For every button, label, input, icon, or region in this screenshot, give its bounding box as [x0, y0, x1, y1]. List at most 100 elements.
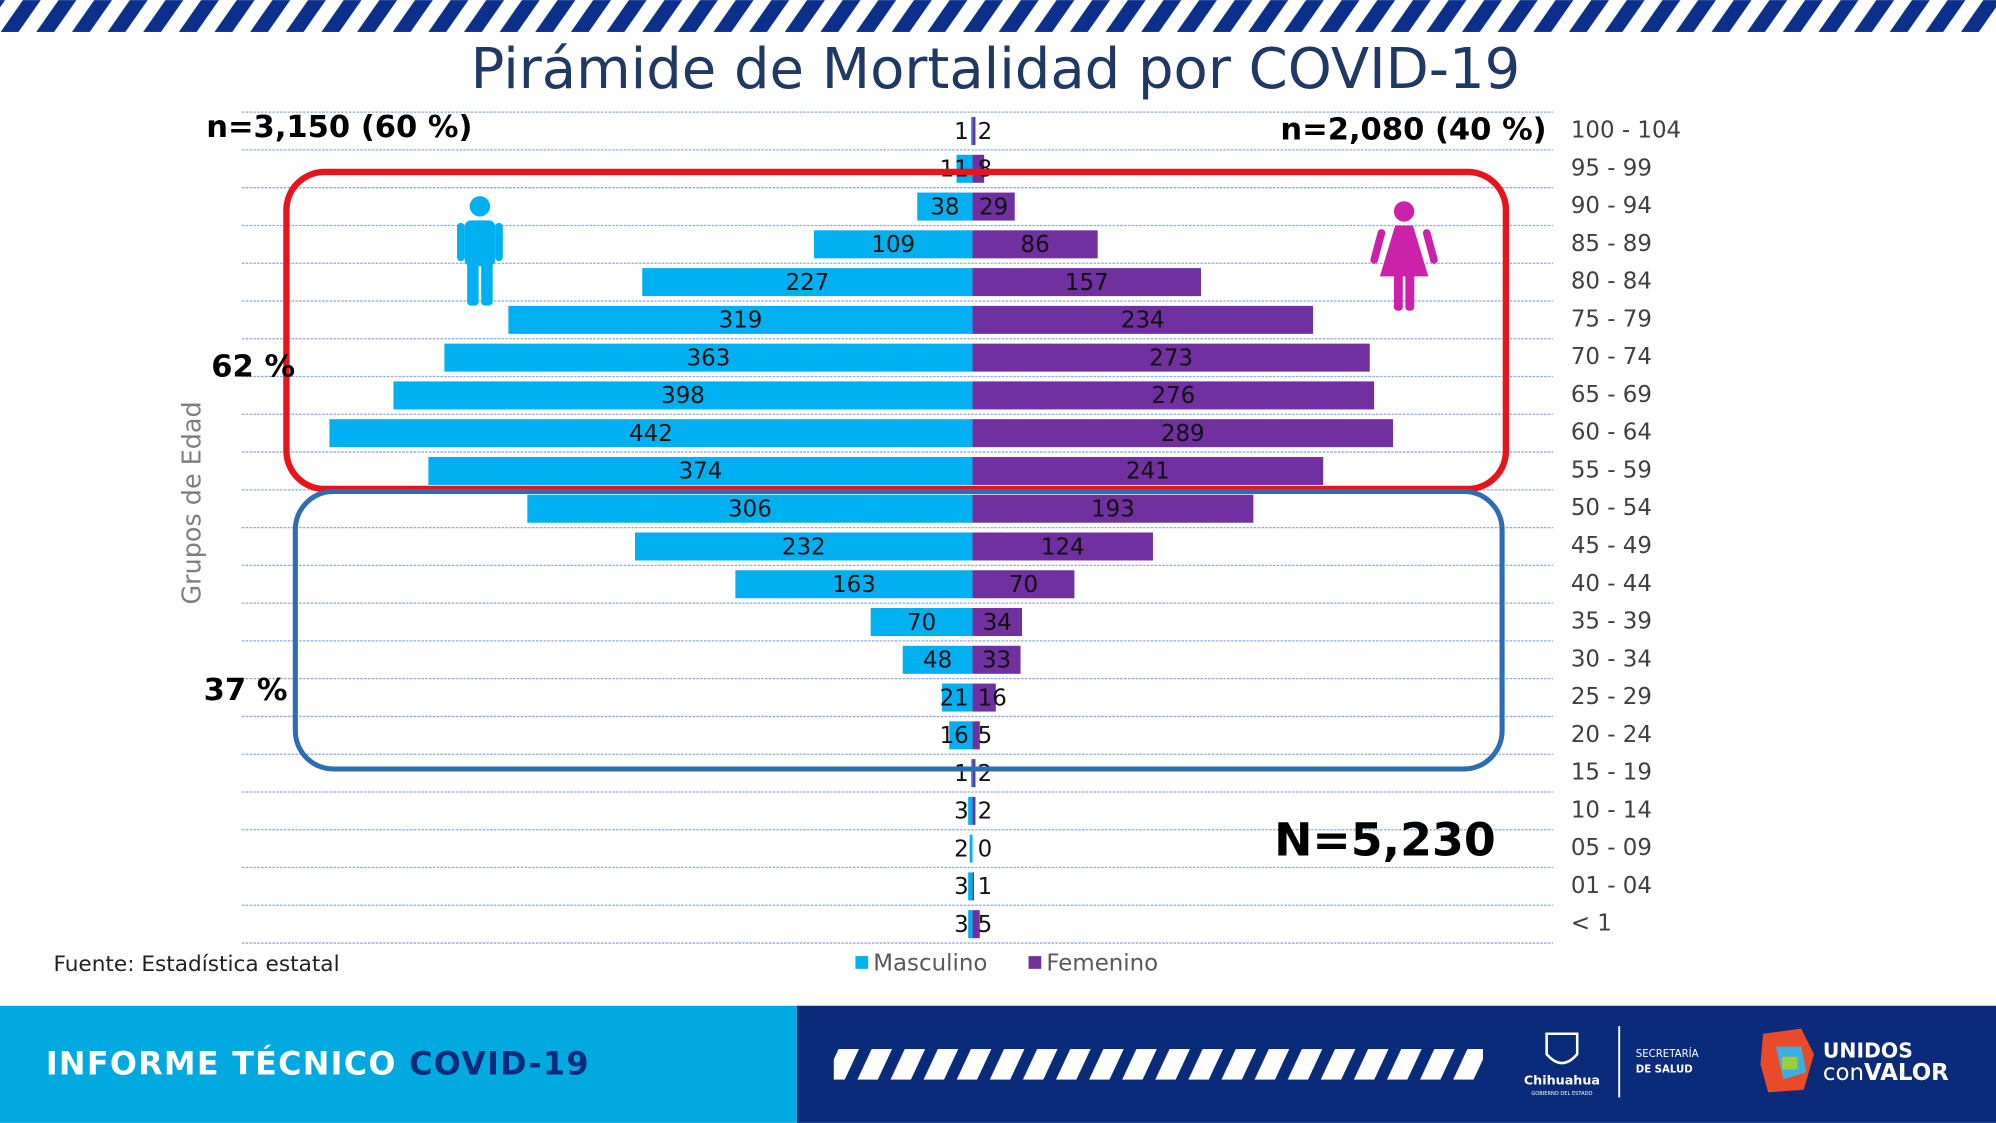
slogan-con: con [1823, 1060, 1864, 1086]
bar [972, 796, 976, 825]
female-icon [1370, 201, 1438, 311]
bar [972, 910, 980, 939]
slogan: conVALOR [1823, 1060, 1949, 1086]
legend-swatch [855, 956, 869, 969]
value-label: 227 [786, 270, 830, 296]
bar [971, 759, 973, 788]
value-label: 16 [978, 685, 1007, 711]
value-label: 193 [1091, 496, 1135, 522]
bar [972, 683, 996, 712]
category-label: 85 - 89 [1571, 231, 1652, 257]
bar [972, 759, 976, 788]
category-label: 10 - 14 [1571, 797, 1652, 823]
value-label: 16 [940, 723, 969, 749]
value-label: 34 [983, 610, 1012, 636]
male-icon [456, 196, 503, 306]
value-label: 3 [954, 874, 969, 900]
annotation: n=2,080 (40 %) [1280, 113, 1546, 148]
bar [813, 230, 973, 259]
bar [972, 721, 980, 750]
legend-label: Masculino [873, 950, 987, 976]
annotation: 37 % [204, 673, 288, 708]
bar [972, 570, 1075, 599]
slogan-valor: VALOR [1864, 1060, 1949, 1086]
value-label: 33 [982, 648, 1011, 674]
value-label: 398 [661, 383, 705, 409]
value-label: 109 [871, 232, 915, 258]
legend: Masculino Femenino [855, 950, 1158, 976]
category-label: 100 - 104 [1571, 118, 1681, 144]
bar [735, 570, 973, 599]
value-label: 289 [1161, 421, 1205, 447]
secretary: DE SALUD [1636, 1064, 1693, 1075]
value-label: 276 [1151, 383, 1195, 409]
value-label: 21 [940, 685, 969, 711]
top-band [0, 0, 1996, 32]
bar [972, 532, 1153, 561]
value-label: 157 [1065, 270, 1109, 296]
value-label: 363 [687, 345, 731, 371]
legend-swatch [1028, 956, 1042, 969]
value-label: 0 [978, 836, 993, 862]
bar [972, 268, 1201, 297]
source: Fuente: Estadística estatal [53, 952, 339, 977]
value-label: 124 [1041, 534, 1085, 560]
value-label: 241 [1126, 459, 1170, 485]
bar [508, 305, 973, 334]
value-label: 1 [954, 761, 969, 787]
value-label: 5 [978, 723, 993, 749]
bar [949, 721, 973, 750]
value-label: 163 [832, 572, 876, 598]
value-label: 374 [679, 459, 723, 485]
value-label: 86 [1021, 232, 1050, 258]
value-label: 1 [954, 119, 969, 145]
value-label: 2 [978, 119, 993, 145]
category-label: 95 - 99 [1571, 155, 1652, 181]
category-label: 35 - 39 [1571, 609, 1652, 635]
value-label: 3 [954, 912, 969, 938]
secretary: SECRETARÍA [1636, 1047, 1699, 1060]
category-label: 01 - 04 [1571, 873, 1652, 899]
bar [902, 645, 973, 674]
value-label: 2 [954, 836, 969, 862]
value-label: 70 [907, 610, 936, 636]
category-label: 05 - 09 [1571, 835, 1652, 861]
bar [642, 268, 973, 297]
bar [444, 343, 973, 372]
bar [971, 117, 973, 146]
category-label: 75 - 79 [1571, 306, 1652, 332]
bar [968, 910, 973, 939]
bar [917, 192, 973, 221]
bar [972, 230, 1098, 259]
annotation: n=3,150 (60 %) [206, 110, 472, 145]
category-label: 15 - 19 [1571, 760, 1652, 786]
category-label: 40 - 44 [1571, 571, 1652, 597]
value-label: 48 [923, 648, 952, 674]
bar [941, 683, 973, 712]
value-label: 2 [978, 761, 993, 787]
bar [969, 834, 973, 863]
value-label: 5 [978, 912, 993, 938]
bar [972, 343, 1370, 372]
footer-title: INFORME TÉCNICO COVID-19 [46, 1045, 590, 1083]
bar [972, 645, 1021, 674]
value-label: 234 [1121, 308, 1165, 334]
category-label: 50 - 54 [1571, 495, 1652, 521]
category-label: 90 - 94 [1571, 193, 1652, 219]
state-name: Chihuahua [1524, 1072, 1600, 1087]
bar [428, 456, 973, 485]
value-label: 29 [979, 194, 1008, 220]
state-sub: GOBIERNO DEL ESTADO [1531, 1091, 1592, 1097]
value-label: 1 [978, 874, 993, 900]
footer-report: INFORME TÉCNICO [46, 1045, 397, 1083]
footer-topic: COVID-19 [409, 1045, 590, 1083]
category-label: 80 - 84 [1571, 269, 1652, 295]
category-label: 20 - 24 [1571, 722, 1652, 748]
bar [972, 305, 1314, 334]
value-label: 319 [719, 308, 763, 334]
highlight-box [292, 488, 1505, 772]
state-logo [1545, 1032, 1579, 1065]
bar [972, 419, 1394, 448]
bar [972, 872, 974, 901]
